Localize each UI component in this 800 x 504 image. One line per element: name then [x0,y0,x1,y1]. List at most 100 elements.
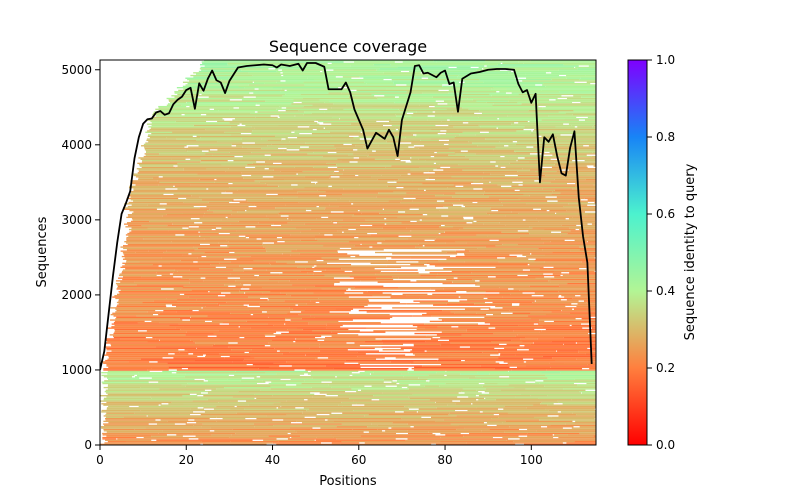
coverage-cell [460,296,502,297]
coverage-cell [261,138,281,139]
coverage-cell [449,340,512,341]
coverage-cell [414,344,441,345]
coverage-cell [138,172,242,173]
coverage-cell [509,376,596,377]
coverage-cell [214,430,294,431]
coverage-cell [339,171,429,172]
coverage-cell [462,107,542,108]
coverage-cell [586,75,596,76]
y-axis-label: Sequences [35,216,50,287]
coverage-cell [503,205,587,206]
coverage-cell [376,151,461,152]
coverage-cell [190,283,241,284]
coverage-cell [567,78,581,79]
coverage-cell [389,121,441,122]
coverage-cell [460,373,489,374]
coverage-cell [314,267,401,268]
coverage-cell [100,395,182,396]
coverage-cell [194,125,238,126]
coverage-cell [357,91,406,92]
coverage-cell [557,137,596,138]
coverage-cell [566,442,596,443]
coverage-cell [266,372,352,373]
coverage-cell [301,94,372,95]
coverage-cell [290,352,358,353]
coverage-cell [328,357,385,358]
coverage-cell [308,373,370,374]
coverage-cell [148,136,193,137]
coverage-cell [252,203,352,204]
coverage-cell [354,342,382,343]
coverage-cell [317,190,424,191]
coverage-cell [559,111,596,112]
coverage-cell [418,188,473,189]
coverage-cell [152,117,256,118]
coverage-cell [185,334,265,335]
coverage-cell [489,392,581,393]
coverage-cell [580,249,596,250]
coverage-cell [440,433,460,434]
coverage-cell [428,78,515,79]
coverage-cell [107,349,179,350]
coverage-cell [523,168,577,169]
coverage-cell [162,390,205,391]
coverage-cell [302,67,398,68]
colorbar-tick-label: 0.8 [656,130,675,144]
coverage-cell [536,277,596,278]
coverage-cell [550,367,596,368]
coverage-cell [235,118,339,119]
coverage-cell [554,434,568,435]
coverage-cell [148,205,255,206]
coverage-cell [299,110,400,111]
coverage-cell [317,437,333,438]
coverage-cell [352,388,409,389]
coverage-cell [487,213,519,214]
coverage-cell [241,380,263,381]
coverage-cell [519,61,591,62]
coverage-cell [298,192,378,193]
coverage-cell [305,268,341,269]
coverage-cell [485,191,553,192]
coverage-cell [104,442,205,443]
coverage-cell [481,379,574,380]
coverage-cell [422,183,471,184]
coverage-cell [156,440,252,441]
coverage-cell [242,287,262,288]
coverage-cell [500,287,596,288]
coverage-cell [580,78,596,79]
coverage-cell [285,205,329,206]
coverage-cell [183,255,291,256]
coverage-cell [299,314,390,315]
coverage-cell [148,341,194,342]
coverage-cell [353,400,452,401]
coverage-cell [186,423,203,424]
coverage-cell [128,206,164,207]
coverage-cell [217,336,266,337]
coverage-cell [316,265,386,266]
coverage-cell [413,315,432,316]
coverage-cell [498,210,547,211]
coverage-cell [438,360,461,361]
coverage-cell [122,271,178,272]
coverage-cell [204,252,229,253]
coverage-cell [307,303,407,304]
coverage-cell [365,442,467,443]
coverage-cell [543,242,596,243]
coverage-cell [145,427,210,428]
coverage-cell [303,106,372,107]
coverage-cell [562,310,596,311]
coverage-cell [262,178,329,179]
coverage-cell [103,363,167,364]
coverage-cell [269,299,369,300]
coverage-cell [316,440,350,441]
coverage-cell [496,245,591,246]
coverage-cell [128,195,192,196]
coverage-cell [177,87,245,88]
coverage-cell [124,255,182,256]
coverage-cell [486,246,579,247]
coverage-cell [146,140,196,141]
coverage-cell [202,199,234,200]
coverage-cell [214,409,230,410]
coverage-cell [285,241,349,242]
coverage-cell [313,167,328,168]
